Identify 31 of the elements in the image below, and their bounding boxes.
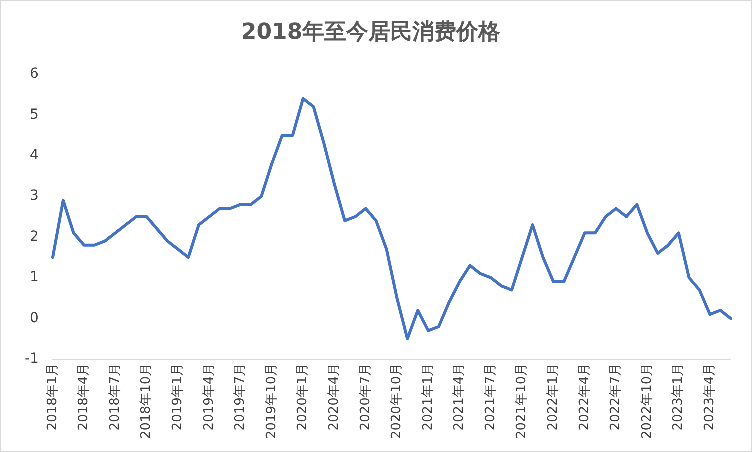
- y-tick-label: 5: [30, 106, 39, 123]
- x-tick-label: 2023年1月: [671, 363, 686, 431]
- y-tick-label: 0: [30, 310, 39, 326]
- x-tick-label: 2022年4月: [577, 363, 592, 431]
- x-tick-label: 2023年4月: [702, 363, 718, 431]
- x-tick-label: 2019年10月: [264, 363, 280, 440]
- x-tick-label: 2019年1月: [170, 363, 186, 431]
- x-tick-label: 2022年1月: [546, 363, 562, 431]
- x-tick-label: 2018年7月: [108, 363, 123, 431]
- x-tick-label: 2020年10月: [390, 363, 405, 440]
- x-tick-label: 2020年1月: [296, 363, 311, 431]
- chart-title: 2018年至今居民消费价格: [241, 20, 502, 45]
- y-tick-label: 6: [30, 66, 40, 82]
- x-tick-label: 2019年7月: [233, 363, 248, 431]
- x-tick-label: 2020年7月: [358, 363, 374, 431]
- x-tick-label: 2021年10月: [514, 363, 530, 440]
- y-tick-label: 3: [30, 188, 39, 204]
- y-tick-label: -1: [24, 351, 39, 368]
- x-tick-label: 2018年10月: [139, 363, 154, 440]
- x-tick-label: 2022年7月: [608, 363, 624, 431]
- y-tick-label: 1: [30, 270, 39, 286]
- x-tick-label: 2021年4月: [452, 363, 468, 431]
- x-tick-label: 2021年1月: [420, 363, 436, 431]
- y-tick-label: 2: [30, 228, 39, 245]
- x-tick-label: 2019年4月: [202, 363, 217, 431]
- x-tick-label: 2018年4月: [76, 363, 92, 431]
- x-tick-label: 2021年7月: [483, 363, 498, 431]
- y-tick-label: 4: [30, 147, 40, 164]
- x-tick-label: 2022年10月: [640, 363, 655, 440]
- x-tick-label: 2020年4月: [326, 363, 342, 431]
- x-tick-label: 2018年1月: [45, 363, 60, 431]
